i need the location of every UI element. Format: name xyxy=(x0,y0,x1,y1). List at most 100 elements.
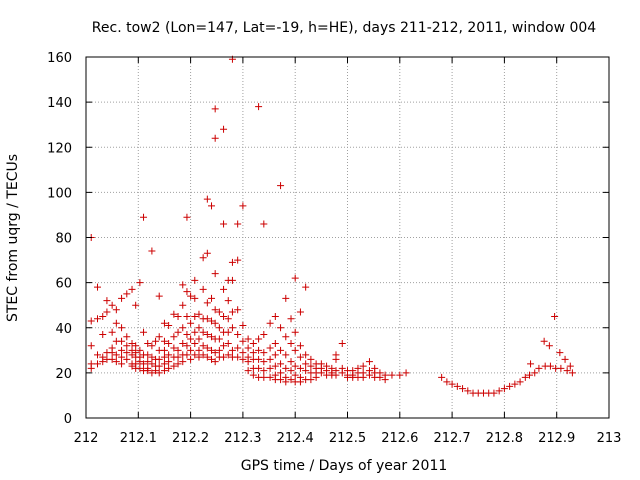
data-point xyxy=(495,387,503,395)
data-point xyxy=(179,301,187,309)
data-point xyxy=(556,349,564,357)
data-point xyxy=(112,358,120,366)
data-point xyxy=(148,369,156,377)
data-point xyxy=(266,344,274,352)
data-point xyxy=(516,378,524,386)
data-point xyxy=(208,317,216,325)
data-point xyxy=(271,362,279,370)
data-point xyxy=(208,355,216,363)
data-point xyxy=(136,279,144,287)
data-point xyxy=(123,333,131,341)
data-point xyxy=(277,346,285,354)
data-point xyxy=(255,355,263,363)
data-point xyxy=(561,355,569,363)
data-point xyxy=(255,364,263,372)
data-point xyxy=(203,315,211,323)
data-point xyxy=(438,373,446,381)
data-point xyxy=(152,337,160,345)
data-point xyxy=(155,292,163,300)
data-point xyxy=(140,213,148,221)
data-point xyxy=(174,346,182,354)
data-point xyxy=(266,364,274,372)
data-point xyxy=(282,333,290,341)
data-point xyxy=(296,364,304,372)
x-tick-label: 212.2 xyxy=(172,431,209,446)
data-point xyxy=(291,328,299,336)
data-point xyxy=(187,346,195,354)
data-point xyxy=(136,364,144,372)
data-point xyxy=(191,294,199,302)
data-point xyxy=(118,353,126,361)
data-point xyxy=(118,346,126,354)
data-point xyxy=(521,373,529,381)
y-tick-label: 100 xyxy=(47,186,72,201)
data-point xyxy=(99,331,107,339)
data-point xyxy=(302,283,310,291)
data-point xyxy=(144,351,152,359)
data-point xyxy=(187,335,195,343)
data-point xyxy=(234,220,242,228)
data-point xyxy=(199,328,207,336)
data-point xyxy=(244,335,252,343)
data-point xyxy=(244,344,252,352)
y-tick-label: 120 xyxy=(47,141,72,156)
data-point xyxy=(249,340,257,348)
data-point xyxy=(234,344,242,352)
data-point xyxy=(359,362,367,370)
x-tick-label: 212.1 xyxy=(120,431,157,446)
data-point xyxy=(215,335,223,343)
data-point xyxy=(108,301,116,309)
data-point xyxy=(376,373,384,381)
data-point xyxy=(535,364,543,372)
data-point xyxy=(260,358,268,366)
data-point xyxy=(99,358,107,366)
data-point xyxy=(260,373,268,381)
data-point xyxy=(302,360,310,368)
data-point xyxy=(224,328,232,336)
data-point xyxy=(291,371,299,379)
data-point xyxy=(271,351,279,359)
data-point xyxy=(540,337,548,345)
data-point xyxy=(545,342,553,350)
data-point xyxy=(203,344,211,352)
data-point xyxy=(179,340,187,348)
data-point xyxy=(203,331,211,339)
data-point xyxy=(165,351,173,359)
data-point xyxy=(490,389,498,397)
data-point xyxy=(183,342,191,350)
y-tick-label: 0 xyxy=(64,412,72,427)
data-point xyxy=(234,256,242,264)
data-point xyxy=(249,349,257,357)
data-point xyxy=(174,328,182,336)
data-point xyxy=(365,358,373,366)
data-point xyxy=(249,371,257,379)
data-point xyxy=(94,351,102,359)
data-point xyxy=(128,340,136,348)
data-point xyxy=(291,362,299,370)
data-point xyxy=(266,373,274,381)
data-point xyxy=(277,182,285,190)
data-point xyxy=(211,319,219,327)
data-point xyxy=(282,294,290,302)
data-point xyxy=(165,321,173,329)
data-point xyxy=(302,351,310,359)
data-point xyxy=(128,351,136,359)
data-point xyxy=(148,247,156,255)
data-point xyxy=(287,376,295,384)
data-point xyxy=(546,362,554,370)
data-point xyxy=(165,358,173,366)
data-point xyxy=(459,385,467,393)
data-point xyxy=(277,376,285,384)
data-point xyxy=(220,285,228,293)
data-point xyxy=(287,367,295,375)
data-point xyxy=(453,382,461,390)
data-point xyxy=(118,337,126,345)
data-point xyxy=(191,340,199,348)
data-point xyxy=(179,358,187,366)
data-point xyxy=(234,306,242,314)
data-point xyxy=(118,294,126,302)
data-point xyxy=(224,315,232,323)
data-point xyxy=(338,340,346,348)
data-point xyxy=(183,312,191,320)
data-point xyxy=(211,270,219,278)
